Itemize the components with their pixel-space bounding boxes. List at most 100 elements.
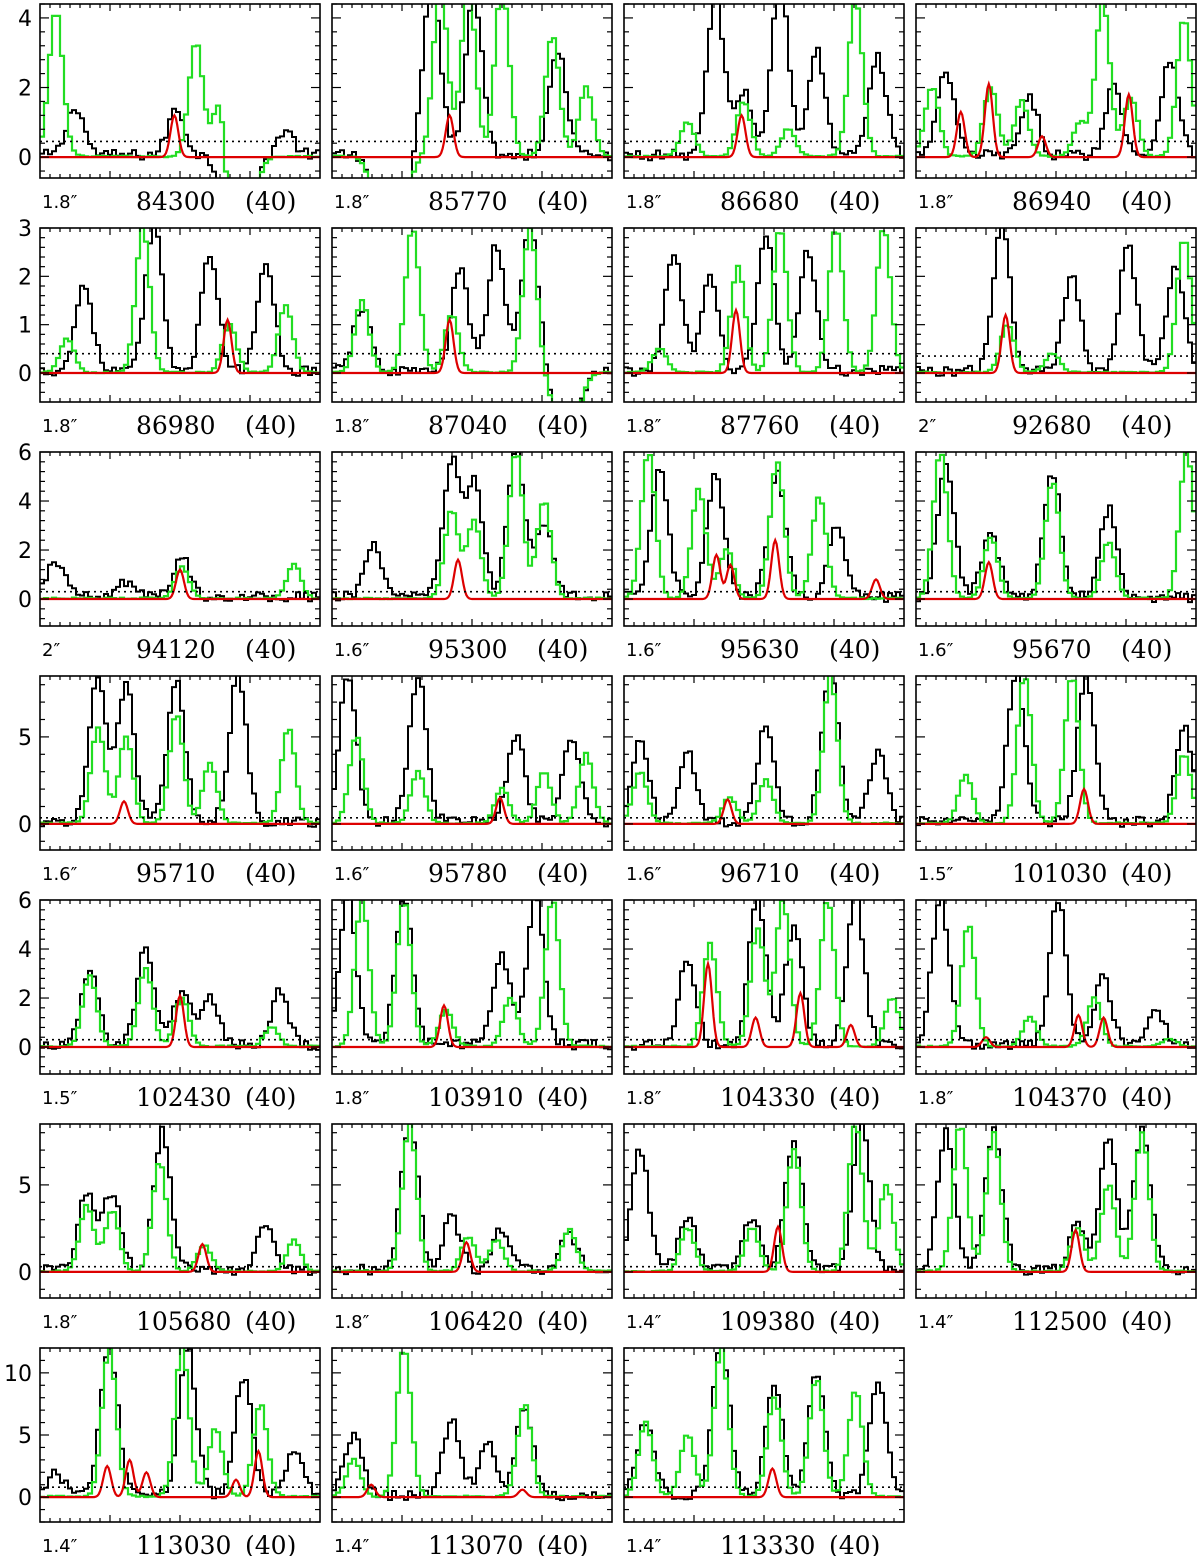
spectrum-panel: 1.8″ 86680 (40) bbox=[623, 3, 905, 216]
plot-area bbox=[332, 1124, 612, 1276]
velocity-width-label: (40) bbox=[1121, 1307, 1172, 1336]
total-model-spectrum bbox=[40, 715, 320, 825]
beam-size-label: 1.4″ bbox=[918, 1312, 954, 1333]
total-model-spectrum bbox=[916, 4, 1196, 158]
plot-area bbox=[916, 228, 1196, 377]
species-model-spectrum bbox=[624, 797, 904, 825]
velocity-width-label: (40) bbox=[829, 1307, 880, 1336]
species-model-spectrum bbox=[40, 567, 320, 601]
beam-size-label: 1.8″ bbox=[626, 192, 662, 213]
total-model-spectrum bbox=[332, 4, 612, 178]
beam-size-label: 1.6″ bbox=[918, 640, 954, 661]
velocity-width-label: (40) bbox=[1121, 635, 1172, 664]
observed-spectrum bbox=[624, 676, 904, 828]
beam-size-label: 1.8″ bbox=[42, 192, 78, 213]
spectrum-panel: 1.6″ 95630 (40) bbox=[623, 451, 905, 664]
species-model-spectrum bbox=[624, 113, 904, 159]
observed-spectrum bbox=[916, 900, 1196, 1050]
total-model-spectrum bbox=[624, 676, 904, 825]
spectrum-panel: 1.8″ 103910 (40) bbox=[331, 899, 613, 1112]
spectrum-panel: 1.8″ 104370 (40) bbox=[915, 899, 1197, 1112]
observed-spectrum bbox=[40, 557, 320, 603]
total-model-spectrum bbox=[332, 736, 612, 825]
observed-spectrum bbox=[916, 61, 1196, 161]
velocity-width-label: (40) bbox=[1121, 1083, 1172, 1112]
spectrum-panel: 1.8″ 87040 (40) bbox=[331, 227, 613, 440]
velocity-width-label: (40) bbox=[829, 1531, 880, 1556]
velocity-width-label: (40) bbox=[537, 859, 588, 888]
beam-size-label: 1.6″ bbox=[626, 640, 662, 661]
spectrum-panel: 1.5″ 101030 (40) bbox=[915, 675, 1197, 888]
plot-area bbox=[624, 900, 904, 1051]
velocity-width-label: (40) bbox=[829, 1083, 880, 1112]
total-model-spectrum bbox=[624, 230, 904, 375]
total-model-spectrum bbox=[332, 1351, 612, 1499]
species-model-spectrum bbox=[332, 316, 612, 375]
species-model-spectrum bbox=[624, 959, 904, 1049]
plot-area bbox=[916, 900, 1196, 1050]
y-tick-label: 4 bbox=[18, 7, 32, 32]
beam-size-label: 1.8″ bbox=[626, 416, 662, 437]
y-tick-label: 4 bbox=[18, 490, 32, 515]
total-model-spectrum bbox=[624, 4, 904, 159]
beam-size-label: 1.8″ bbox=[334, 1088, 370, 1109]
y-tick-label: 10 bbox=[4, 1362, 32, 1387]
beam-size-label: 1.8″ bbox=[42, 416, 78, 437]
y-tick-label: 0 bbox=[18, 1261, 32, 1286]
spectrum-panel: 1.8″ 104330 (40) bbox=[623, 899, 905, 1112]
total-model-spectrum bbox=[916, 452, 1196, 601]
frequency-label: 85770 bbox=[428, 187, 508, 216]
frequency-label: 105680 bbox=[136, 1307, 231, 1336]
panel-frame bbox=[39, 227, 321, 403]
total-model-spectrum bbox=[40, 14, 320, 178]
velocity-width-label: (40) bbox=[829, 411, 880, 440]
plot-area bbox=[624, 454, 904, 603]
observed-spectrum bbox=[624, 1124, 904, 1274]
y-tick-label: 6 bbox=[18, 441, 32, 466]
beam-size-label: 1.5″ bbox=[918, 864, 954, 885]
observed-spectrum bbox=[40, 676, 320, 828]
frequency-label: 87760 bbox=[720, 411, 800, 440]
plot-area bbox=[40, 676, 320, 828]
plot-area bbox=[40, 1348, 320, 1500]
y-tick-label: 0 bbox=[18, 1036, 32, 1061]
velocity-width-label: (40) bbox=[537, 635, 588, 664]
spectrum-panel: 1.4″ 113070 (40) bbox=[331, 1347, 613, 1556]
spectrum-panel: 0 5 1.8″ 105680 (40) bbox=[18, 1123, 321, 1336]
beam-size-label: 1.6″ bbox=[334, 640, 370, 661]
plot-area bbox=[40, 557, 320, 603]
frequency-label: 92680 bbox=[1012, 411, 1092, 440]
observed-spectrum bbox=[40, 107, 320, 178]
plot-area bbox=[916, 1125, 1196, 1276]
plot-area bbox=[916, 676, 1196, 828]
species-model-spectrum bbox=[40, 316, 320, 375]
spectrum-panel: 1.4″ 113330 (40) bbox=[623, 1347, 905, 1556]
beam-size-label: 2″ bbox=[42, 640, 60, 661]
spectrum-panel: 0 5 10 1.4″ 113030 (40) bbox=[4, 1347, 321, 1556]
y-tick-label: 0 bbox=[18, 362, 32, 387]
velocity-width-label: (40) bbox=[537, 1307, 588, 1336]
panel-frame bbox=[915, 227, 1197, 403]
species-model-spectrum bbox=[624, 537, 904, 601]
velocity-width-label: (40) bbox=[537, 411, 588, 440]
y-tick-label: 0 bbox=[18, 588, 32, 613]
species-model-spectrum bbox=[332, 1240, 612, 1273]
frequency-label: 106420 bbox=[428, 1307, 523, 1336]
y-tick-label: 1 bbox=[18, 314, 32, 339]
plot-area bbox=[332, 4, 612, 178]
total-model-spectrum bbox=[916, 678, 1196, 825]
beam-size-label: 1.5″ bbox=[42, 1088, 78, 1109]
spectrum-panel: 1.4″ 112500 (40) bbox=[915, 1123, 1197, 1336]
frequency-label: 95670 bbox=[1012, 635, 1092, 664]
y-tick-label: 2 bbox=[18, 77, 32, 102]
species-model-spectrum bbox=[332, 557, 612, 601]
total-model-spectrum bbox=[332, 228, 612, 402]
observed-spectrum bbox=[332, 4, 612, 178]
total-model-spectrum bbox=[624, 454, 904, 601]
plot-area bbox=[916, 452, 1196, 604]
beam-size-label: 1.8″ bbox=[918, 1088, 954, 1109]
y-tick-label: 0 bbox=[18, 813, 32, 838]
beam-size-label: 1.8″ bbox=[334, 416, 370, 437]
spectrum-panel: 0 2 4 6 2″ 94120 (40) bbox=[18, 441, 321, 664]
beam-size-label: 1.8″ bbox=[334, 192, 370, 213]
